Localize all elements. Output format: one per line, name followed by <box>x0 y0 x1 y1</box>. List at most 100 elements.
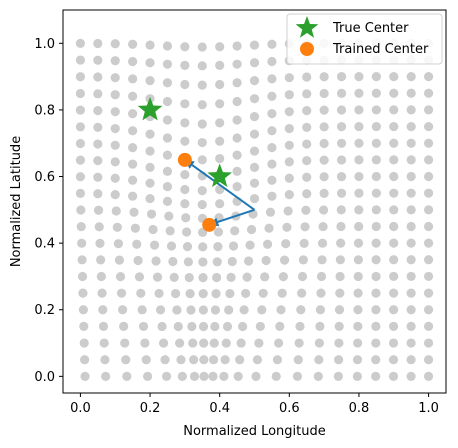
grid-point <box>371 155 381 165</box>
grid-point <box>316 288 326 298</box>
grid-point <box>423 88 434 98</box>
grid-point <box>128 74 138 84</box>
grid-point <box>226 272 236 282</box>
grid-point <box>296 305 306 315</box>
grid-point <box>249 58 260 68</box>
grid-point <box>93 89 103 99</box>
grid-point <box>175 338 185 348</box>
grid-point <box>277 288 287 298</box>
x-tick-label: 0.4 <box>209 401 230 416</box>
grid-point <box>267 159 277 169</box>
grid-point <box>113 239 123 249</box>
grid-point <box>406 155 416 165</box>
grid-point <box>317 255 327 265</box>
grid-point <box>198 305 208 315</box>
grid-point <box>294 338 304 348</box>
grid-point <box>140 338 150 348</box>
grid-point <box>198 289 208 299</box>
grid-point <box>423 288 434 298</box>
grid-point <box>423 321 434 331</box>
grid-point <box>110 190 120 200</box>
grid-point <box>145 58 155 68</box>
grid-point <box>78 305 88 315</box>
grid-point <box>267 143 277 153</box>
grid-point <box>145 76 155 86</box>
grid-point <box>297 271 308 282</box>
grid-point <box>146 209 157 219</box>
center-markers <box>137 96 233 232</box>
grid-point <box>336 122 347 132</box>
grid-point <box>198 257 208 267</box>
grid-point <box>197 61 207 71</box>
grid-point <box>389 305 399 315</box>
grid-point <box>389 238 399 248</box>
grid-point <box>180 99 190 109</box>
grid-point <box>274 338 284 348</box>
grid-point <box>121 355 131 365</box>
grid-point <box>232 41 242 51</box>
grid-point <box>267 191 277 201</box>
grid-point <box>261 255 271 266</box>
grid-point <box>130 223 140 233</box>
grid-point <box>249 178 260 188</box>
grid-point <box>162 150 173 160</box>
grid-point <box>335 288 345 298</box>
grid-point <box>297 288 307 298</box>
grid-point <box>143 371 153 381</box>
grid-point <box>210 305 221 315</box>
grid-point <box>302 189 312 199</box>
grid-point <box>119 321 129 332</box>
grid-point <box>371 338 381 348</box>
grid-point <box>258 288 268 298</box>
grid-point <box>371 305 381 315</box>
grid-point <box>141 355 151 365</box>
legend: True Center Trained Center <box>286 13 443 65</box>
grid-point <box>189 371 200 381</box>
grid-point <box>406 288 416 298</box>
plot-frame <box>62 9 447 394</box>
grid-point <box>133 255 143 266</box>
grid-point <box>137 305 147 315</box>
grid-point <box>353 271 363 282</box>
legend-box <box>286 13 443 65</box>
grid-point <box>213 227 224 237</box>
grid-point <box>335 271 345 282</box>
grid-point <box>249 146 260 156</box>
grid-point <box>264 223 274 233</box>
grid-point <box>336 238 346 248</box>
grid-point <box>208 371 218 381</box>
grid-point <box>222 321 233 332</box>
grid-point <box>166 241 177 251</box>
grid-point <box>162 182 173 192</box>
grid-point <box>169 272 179 282</box>
grid-point <box>406 205 416 215</box>
grid-point <box>188 338 198 348</box>
grid-point <box>406 338 416 348</box>
grid-point <box>284 73 294 83</box>
grid-point <box>110 90 120 100</box>
grid-point <box>371 355 381 365</box>
grid-point <box>198 242 208 252</box>
grid-point <box>302 89 312 99</box>
grid-point <box>271 371 281 381</box>
grid-point <box>302 72 312 82</box>
grid-point <box>353 288 363 298</box>
grid-point <box>267 39 277 49</box>
legend-trained-center-label: Trained Center <box>332 42 429 57</box>
grid-point <box>209 338 219 348</box>
grid-point <box>353 305 363 315</box>
grid-point <box>354 105 364 115</box>
x-tick-label: 0.2 <box>140 401 161 416</box>
grid-point <box>77 271 88 282</box>
y-tick-label: 0.8 <box>34 103 55 118</box>
grid-point <box>406 321 416 331</box>
grid-point <box>197 119 207 129</box>
y-axis-ticks: 0.0 0.2 0.4 0.6 0.8 1.0 <box>34 37 63 385</box>
grid-point <box>336 205 346 215</box>
grid-point <box>389 205 399 215</box>
grid-point <box>128 175 138 185</box>
x-tick-label: 1.0 <box>418 401 439 416</box>
grid-point <box>232 133 242 143</box>
grid-point <box>292 371 303 381</box>
grid-point <box>389 271 399 282</box>
